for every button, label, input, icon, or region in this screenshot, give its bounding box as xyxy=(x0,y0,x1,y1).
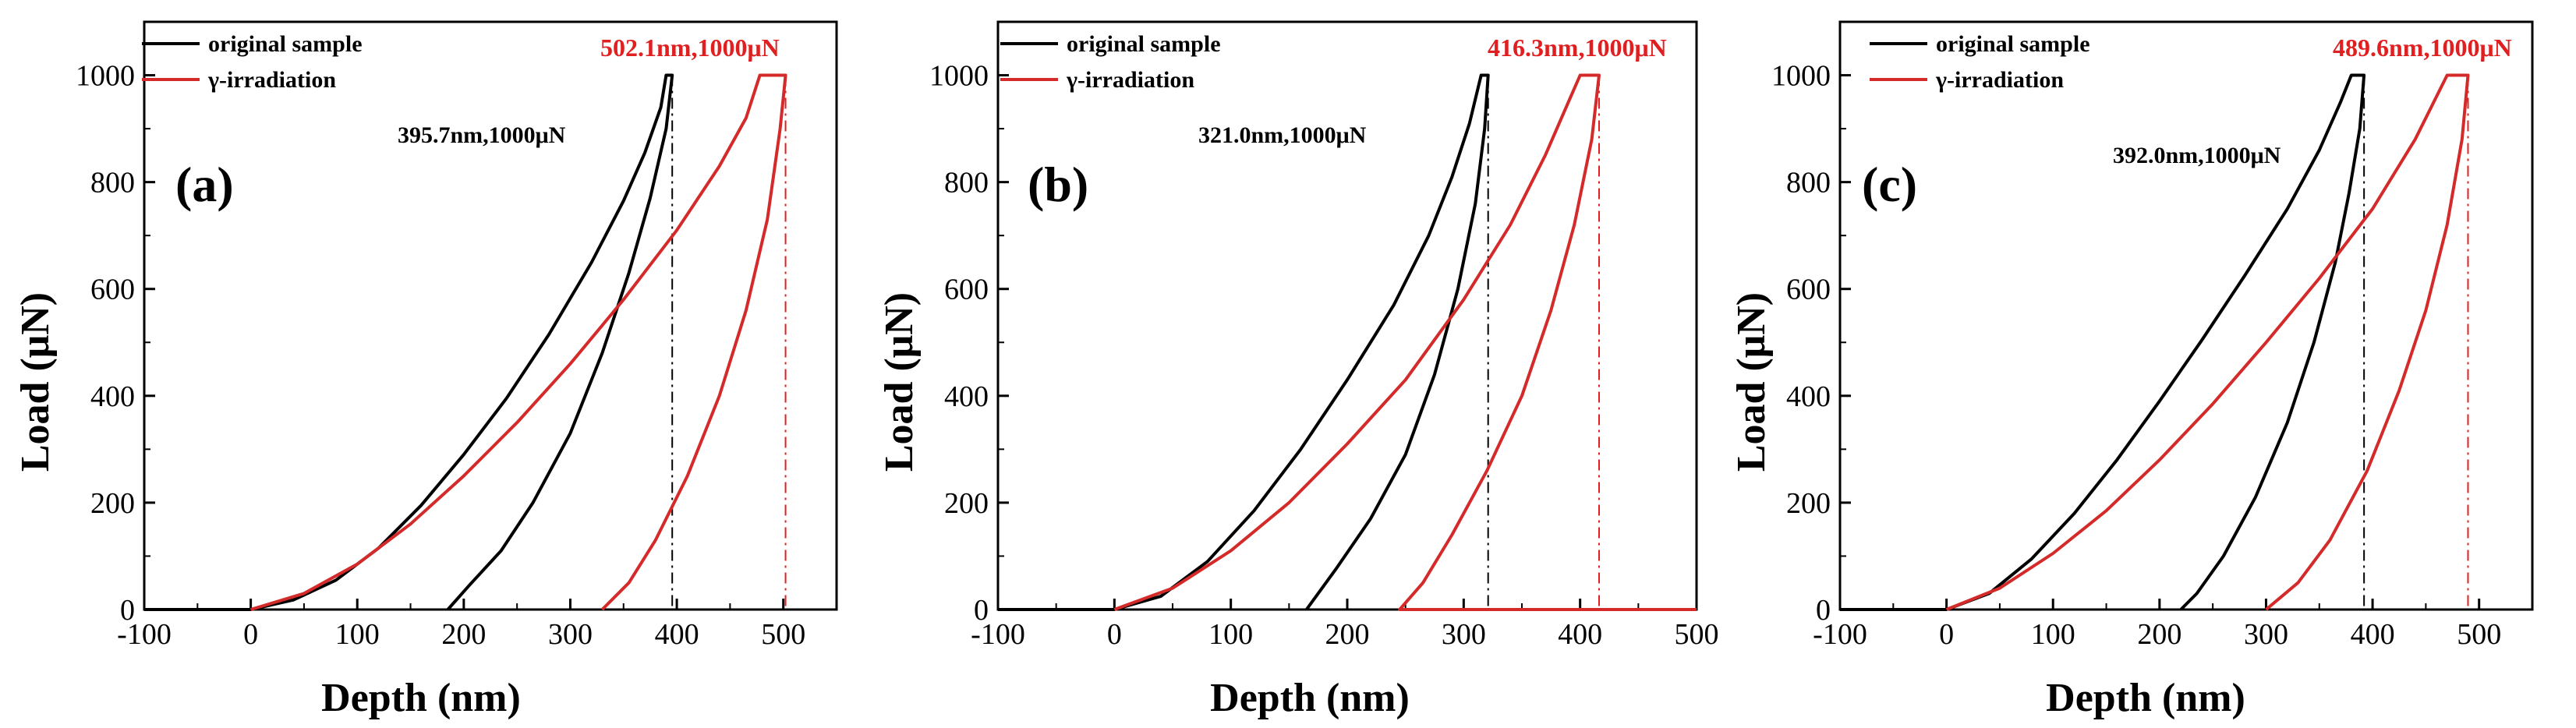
x-tick-label: 100 xyxy=(1208,618,1253,651)
x-tick-label: -100 xyxy=(117,618,172,651)
x-tick-label: 400 xyxy=(2351,618,2395,651)
annotation-irradiated-max: 416.3nm,1000μN xyxy=(1488,34,1667,62)
x-tick-label: 100 xyxy=(335,618,380,651)
x-axis-title: Depth (nm) xyxy=(2046,676,2245,720)
series-line-original xyxy=(1840,73,2366,611)
y-tick-label: 0 xyxy=(120,594,135,627)
y-tick-label: 600 xyxy=(90,274,135,306)
y-axis-title: Load (μN) xyxy=(877,292,922,472)
x-tick-label: 0 xyxy=(1939,618,1954,651)
series-line-irradiated xyxy=(1113,73,1697,611)
y-tick-label: 0 xyxy=(974,594,989,627)
series-line-irradiated xyxy=(250,73,787,611)
annotation-irradiated-max: 502.1nm,1000μN xyxy=(600,34,780,62)
plot-frame xyxy=(1838,20,2534,611)
x-tick-label: 200 xyxy=(2137,618,2181,651)
y-tick-label: 400 xyxy=(944,380,989,413)
y-tick-label: 800 xyxy=(1786,167,1831,200)
y-tick-label: 400 xyxy=(1786,380,1831,413)
legend-label-original: original sample xyxy=(208,31,363,57)
y-tick-label: 600 xyxy=(1786,274,1831,306)
series-line-original xyxy=(144,73,674,611)
x-tick-label: 400 xyxy=(1558,618,1602,651)
plot-frame xyxy=(143,20,838,611)
y-tick-label: 800 xyxy=(90,167,135,200)
legend-label-irradiated: γ-irradiation xyxy=(1935,67,2064,93)
chart-panel-b: Load (μN) Depth (nm) (b) original sample… xyxy=(877,20,1719,720)
x-tick-label: 400 xyxy=(655,618,699,651)
x-tick-label: -100 xyxy=(1813,618,1867,651)
x-tick-label: 0 xyxy=(243,618,258,651)
panel-label: (c) xyxy=(1862,157,1917,212)
x-tick-label: 300 xyxy=(2244,618,2288,651)
y-tick-label: 400 xyxy=(90,380,135,413)
y-axis-title: Load (μN) xyxy=(13,292,58,472)
x-tick-label: 300 xyxy=(548,618,593,651)
x-tick-label: 100 xyxy=(2031,618,2075,651)
x-tick-label: 200 xyxy=(441,618,486,651)
y-tick-label: 200 xyxy=(944,487,989,520)
legend-label-original: original sample xyxy=(1936,31,2090,57)
legend-label-irradiated: γ-irradiation xyxy=(1066,67,1194,93)
x-tick-label: -100 xyxy=(971,618,1025,651)
chart-panel-a: Load (μN) Depth (nm) (a) original sample… xyxy=(13,20,838,720)
y-tick-label: 200 xyxy=(1786,487,1831,520)
y-tick-label: 1000 xyxy=(929,60,989,93)
y-tick-label: 800 xyxy=(944,167,989,200)
legend-label-irradiated: γ-irradiation xyxy=(207,67,336,93)
y-tick-label: 600 xyxy=(944,274,989,306)
y-tick-label: 0 xyxy=(1816,594,1831,627)
panel-label: (a) xyxy=(175,157,234,212)
x-axis-title: Depth (nm) xyxy=(1210,676,1410,720)
plot-frame xyxy=(996,20,1698,611)
annotation-original-max: 395.7nm,1000μN xyxy=(398,122,566,148)
chart-panel-c: Load (μN) Depth (nm) (c) original sample… xyxy=(1729,20,2534,720)
x-tick-label: 500 xyxy=(761,618,805,651)
panel-label: (b) xyxy=(1028,157,1088,212)
legend-label-original: original sample xyxy=(1067,31,1221,57)
series-line-irradiated xyxy=(1945,73,2470,611)
y-tick-label: 1000 xyxy=(1771,60,1831,93)
annotation-irradiated-max: 489.6nm,1000μN xyxy=(2333,34,2512,62)
x-tick-label: 500 xyxy=(2457,618,2501,651)
x-tick-label: 500 xyxy=(1675,618,1719,651)
annotation-original-max: 392.0nm,1000μN xyxy=(2113,143,2281,168)
x-tick-label: 200 xyxy=(1325,618,1370,651)
y-axis-title: Load (μN) xyxy=(1729,292,1774,472)
x-tick-label: 0 xyxy=(1107,618,1122,651)
x-axis-title: Depth (nm) xyxy=(321,676,521,720)
annotation-original-max: 321.0nm,1000μN xyxy=(1198,122,1367,148)
y-tick-label: 200 xyxy=(90,487,135,520)
y-tick-label: 1000 xyxy=(76,60,135,93)
x-tick-label: 300 xyxy=(1442,618,1486,651)
series-line-original xyxy=(998,73,1490,611)
